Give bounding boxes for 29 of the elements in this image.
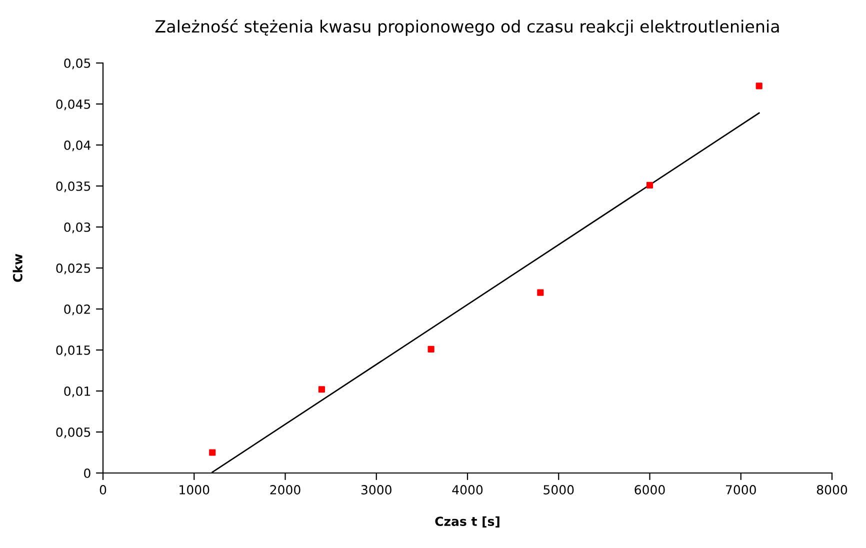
point <box>428 346 434 352</box>
x-tick-label: 0 <box>100 485 106 494</box>
chart-title: Zależność stężenia kwasu propionowego od czasu reakcji elektroutlenienia <box>155 19 779 36</box>
x-tick-label: 4000 <box>452 485 483 494</box>
point <box>646 182 654 188</box>
y-tick-label: 0,03 <box>64 222 90 234</box>
x-tick-label: 2000 <box>270 485 300 494</box>
y-tick-label: 0,045 <box>56 99 90 110</box>
point <box>318 386 325 393</box>
y-tick-label: 0,04 <box>64 140 90 152</box>
y-tick-label: 0,015 <box>56 345 90 356</box>
x-axis-title: Czas t [s] <box>435 516 500 528</box>
x-tick-label: 5000 <box>544 485 574 494</box>
y-tick-label: 0 <box>84 468 90 478</box>
y-tick-label: 0,025 <box>56 263 90 274</box>
y-tick-label: 0,05 <box>64 58 90 70</box>
point <box>537 289 544 296</box>
x-tick-label: 6000 <box>634 485 665 494</box>
x-tick-label: 3000 <box>361 485 392 494</box>
x-tick-label: 8000 <box>816 485 848 494</box>
y-tick-label: 0,01 <box>64 386 90 398</box>
x-tick-label: 1000 <box>180 485 210 494</box>
point <box>756 82 762 90</box>
y-tick-label: 0,035 <box>56 181 90 192</box>
y-axis-title: Ckw <box>12 254 22 282</box>
y-tick-label: 0,02 <box>64 304 90 316</box>
y-tick-label: 0,005 <box>56 427 90 438</box>
point <box>209 449 216 456</box>
x-tick-label: 7000 <box>726 485 756 494</box>
